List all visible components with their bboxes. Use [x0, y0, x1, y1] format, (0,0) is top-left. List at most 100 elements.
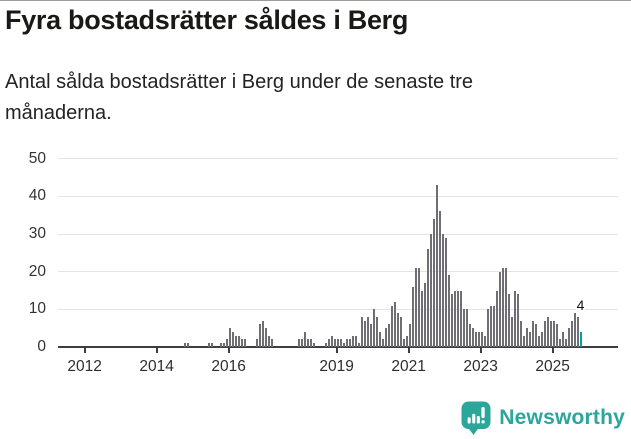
x-axis-tick — [227, 348, 230, 353]
gridline — [57, 233, 618, 235]
x-axis-tick-label: 2012 — [67, 358, 102, 375]
newsworthy-bar-chart-bubble-icon — [461, 401, 491, 435]
bar — [333, 339, 336, 347]
y-axis-tick-label: 0 — [37, 338, 46, 355]
y-axis-tick-label: 30 — [28, 225, 46, 243]
bar — [339, 339, 342, 347]
bar — [231, 331, 234, 347]
bar — [471, 328, 474, 347]
bar — [261, 320, 264, 347]
bar — [453, 290, 456, 347]
bar — [378, 331, 381, 347]
bar — [402, 339, 405, 347]
bar — [525, 328, 528, 347]
bar — [381, 339, 384, 347]
bar — [492, 305, 495, 347]
bar — [447, 275, 450, 347]
bar — [504, 267, 507, 347]
x-axis-tick-label: 2019 — [319, 358, 354, 375]
bar — [468, 324, 471, 347]
bar — [357, 343, 360, 347]
bar — [387, 324, 390, 347]
bar — [336, 339, 339, 347]
bar — [417, 267, 420, 347]
bar — [438, 211, 441, 347]
bar — [207, 343, 210, 347]
bar — [399, 316, 402, 347]
bar — [564, 339, 567, 347]
bar — [312, 343, 315, 347]
bar — [366, 316, 369, 347]
bar — [576, 316, 579, 347]
bar — [501, 267, 504, 347]
bar — [270, 339, 273, 347]
bar — [306, 339, 309, 347]
x-axis-tick-label: 2023 — [463, 358, 498, 375]
bar — [459, 290, 462, 347]
bar — [186, 343, 189, 347]
bar — [462, 309, 465, 347]
bar — [555, 324, 558, 347]
bar — [258, 324, 261, 347]
bar — [303, 331, 306, 347]
bar — [369, 324, 372, 347]
bar — [348, 339, 351, 347]
x-axis-tick-label: 2016 — [211, 358, 246, 375]
bar — [390, 305, 393, 347]
bar — [486, 309, 489, 347]
bar — [372, 309, 375, 347]
bar — [429, 234, 432, 347]
bar — [441, 234, 444, 347]
x-axis-tick — [83, 348, 86, 353]
bar — [507, 294, 510, 347]
bar — [495, 290, 498, 347]
bar — [219, 343, 222, 347]
bar — [450, 294, 453, 347]
bar — [243, 339, 246, 347]
bar — [426, 249, 429, 347]
newsworthy-logo-text: Newsworthy — [499, 406, 625, 429]
x-axis-tick — [155, 348, 158, 353]
bar — [465, 309, 468, 347]
x-axis-tick — [551, 348, 554, 353]
bar — [489, 305, 492, 347]
bar — [414, 267, 417, 347]
highlighted-bar — [579, 331, 582, 347]
gridline — [57, 271, 618, 273]
bar — [393, 301, 396, 347]
y-axis-tick-label: 10 — [28, 300, 46, 318]
bar — [534, 324, 537, 347]
bar — [483, 335, 486, 347]
bar — [558, 339, 561, 347]
bar — [237, 335, 240, 347]
x-axis-tick-label: 2025 — [535, 358, 570, 375]
gridline — [57, 308, 618, 310]
bar — [225, 339, 228, 347]
y-axis-tick-label: 50 — [28, 149, 46, 167]
bar — [345, 339, 348, 347]
x-axis-tick-label: 2021 — [391, 358, 426, 375]
bar — [537, 335, 540, 347]
bar — [267, 335, 270, 347]
bar — [240, 339, 243, 347]
bar — [405, 335, 408, 347]
bar — [210, 343, 213, 347]
bar — [477, 331, 480, 347]
bar — [561, 331, 564, 347]
bar — [222, 343, 225, 347]
bar — [498, 271, 501, 347]
bar — [309, 339, 312, 347]
bar — [330, 335, 333, 347]
bar — [327, 339, 330, 347]
bar — [480, 331, 483, 347]
bar — [570, 320, 573, 347]
bar — [351, 335, 354, 347]
bar — [228, 328, 231, 347]
bar — [432, 218, 435, 347]
bar — [519, 320, 522, 347]
chart-subtitle: Antal sålda bostadsrätter i Berg under d… — [5, 71, 474, 124]
chart-title: Fyra bostadsrätter såldes i Berg — [5, 5, 409, 35]
bar — [384, 328, 387, 347]
